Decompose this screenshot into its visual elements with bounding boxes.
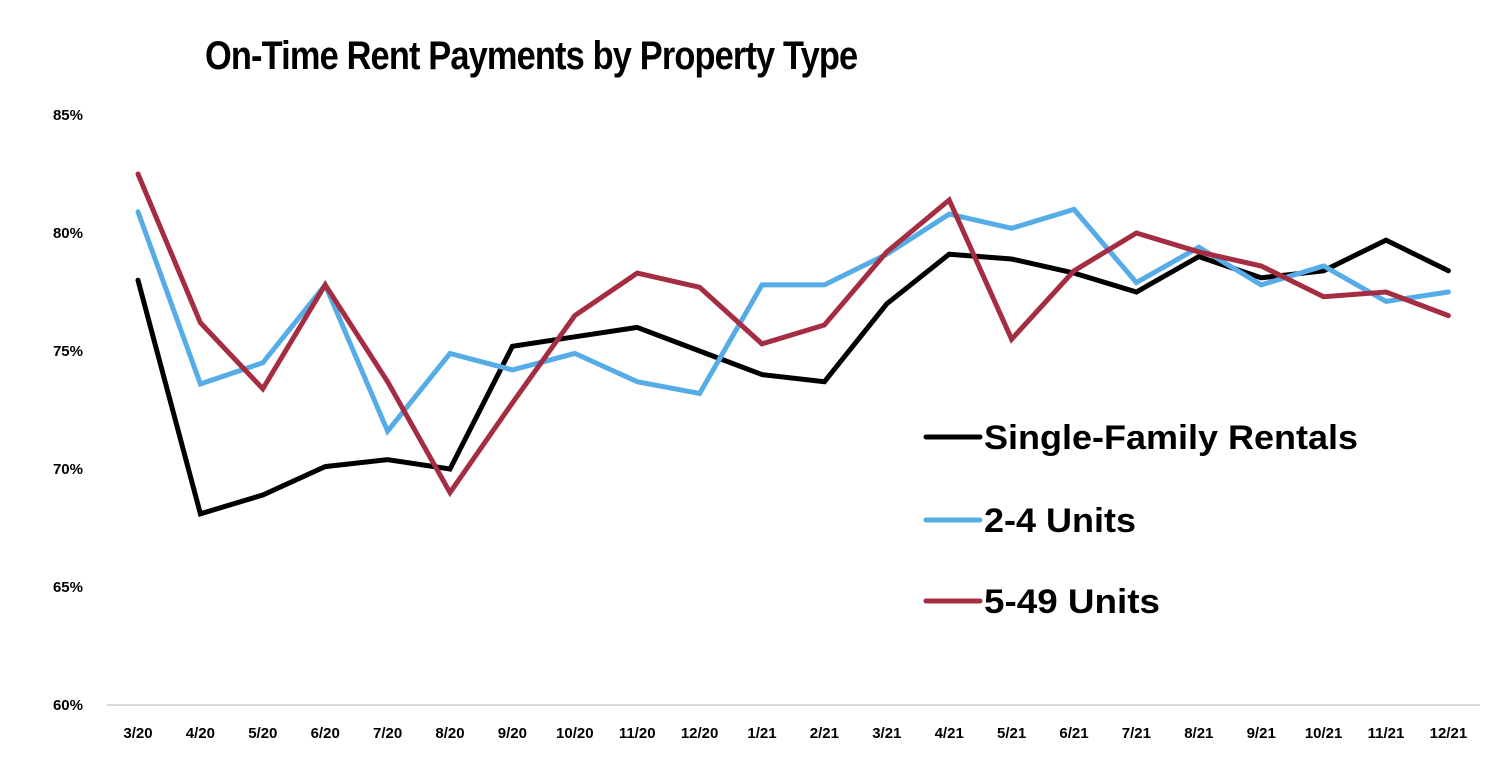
y-tick-label: 65% <box>53 579 83 596</box>
x-tick-label: 12/21 <box>1430 725 1468 742</box>
x-tick-label: 4/21 <box>935 725 964 742</box>
x-tick-label: 3/21 <box>872 725 901 742</box>
x-tick-label: 4/20 <box>186 725 215 742</box>
y-tick-label: 85% <box>53 107 83 124</box>
x-axis: 3/20 4/20 5/20 6/20 7/20 8/20 9/20 10/20 11/20 12… <box>123 725 1467 742</box>
y-axis: 60% 65% 70% 75% 80% 85% <box>53 107 83 714</box>
legend-label: Single-Family Rentals <box>984 419 1358 457</box>
y-tick-label: 60% <box>53 697 83 714</box>
y-tick-label: 80% <box>53 225 83 242</box>
x-tick-label: 1/21 <box>747 725 776 742</box>
x-tick-label: 11/20 <box>619 725 656 742</box>
x-tick-label: 5/21 <box>997 725 1026 742</box>
x-tick-label: 8/21 <box>1184 725 1213 742</box>
x-tick-label: 9/20 <box>498 725 527 742</box>
x-tick-label: 11/21 <box>1368 725 1405 742</box>
x-tick-label: 10/20 <box>556 725 594 742</box>
legend-label: 5-49 Units <box>984 583 1160 621</box>
x-tick-label: 6/21 <box>1059 725 1088 742</box>
x-tick-label: 9/21 <box>1247 725 1276 742</box>
legend-label: 2-4 Units <box>984 502 1136 540</box>
x-tick-label: 10/21 <box>1305 725 1343 742</box>
x-tick-label: 6/20 <box>311 725 340 742</box>
x-tick-label: 7/20 <box>373 725 402 742</box>
chart-title: On-Time Rent Payments by Property Type <box>205 34 858 78</box>
x-tick-label: 3/20 <box>123 725 152 742</box>
y-tick-label: 75% <box>53 343 83 360</box>
legend: Single-Family Rentals 2-4 Units 5-49 Units <box>923 419 1358 621</box>
x-tick-label: 2/21 <box>810 725 839 742</box>
x-tick-label: 12/20 <box>681 725 719 742</box>
x-tick-label: 7/21 <box>1122 725 1151 742</box>
series-line <box>135 206 1451 437</box>
x-tick-label: 8/20 <box>435 725 464 742</box>
series-lines <box>135 171 1451 517</box>
y-tick-label: 70% <box>53 461 83 478</box>
x-tick-label: 5/20 <box>248 725 277 742</box>
series-line <box>135 171 1451 498</box>
